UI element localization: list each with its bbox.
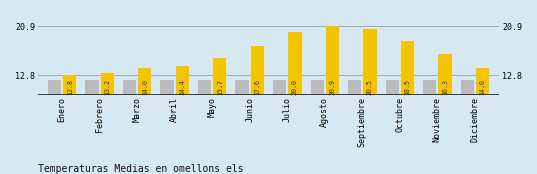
Bar	[251, 46, 264, 95]
Text: 14.0: 14.0	[480, 78, 485, 94]
Bar	[288, 32, 301, 95]
Text: 17.6: 17.6	[255, 78, 260, 94]
Text: 20.9: 20.9	[330, 78, 336, 94]
Text: 18.5: 18.5	[404, 78, 410, 94]
Text: Temperaturas Medias en omellons els: Temperaturas Medias en omellons els	[38, 164, 243, 174]
Bar	[386, 80, 398, 95]
Bar	[401, 41, 414, 95]
Bar	[273, 80, 286, 95]
Text: 12.8: 12.8	[67, 78, 73, 94]
Bar	[139, 68, 151, 95]
Text: 14.0: 14.0	[142, 78, 148, 94]
Text: 13.2: 13.2	[104, 78, 111, 94]
Bar	[236, 80, 249, 95]
Bar	[85, 80, 99, 95]
Bar	[123, 80, 136, 95]
Bar	[198, 80, 211, 95]
Bar	[461, 80, 474, 95]
Text: 14.4: 14.4	[179, 78, 185, 94]
Text: 16.3: 16.3	[442, 78, 448, 94]
Bar	[176, 66, 189, 95]
Bar	[348, 80, 361, 95]
Bar	[48, 80, 61, 95]
Bar	[326, 26, 339, 95]
Bar	[213, 58, 227, 95]
Bar	[423, 80, 436, 95]
Bar	[63, 76, 76, 95]
Bar	[310, 80, 324, 95]
Text: 20.0: 20.0	[292, 78, 298, 94]
Text: 20.5: 20.5	[367, 78, 373, 94]
Bar	[476, 68, 489, 95]
Bar	[161, 80, 173, 95]
Bar	[364, 29, 376, 95]
Text: 15.7: 15.7	[217, 78, 223, 94]
Bar	[438, 54, 452, 95]
Bar	[101, 73, 114, 95]
